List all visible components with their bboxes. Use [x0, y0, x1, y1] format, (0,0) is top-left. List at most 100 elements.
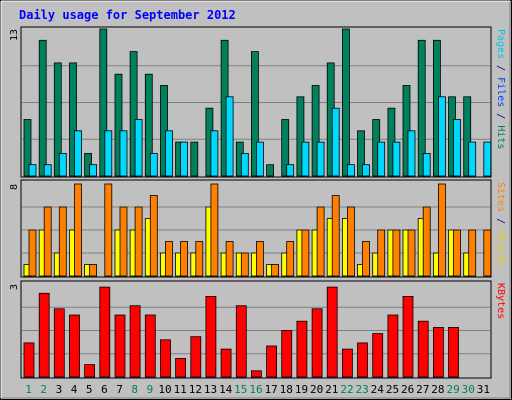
- x-tick-label-day-19: 19: [295, 383, 308, 396]
- bar-kbytes-day-15: [235, 305, 247, 378]
- bar-sites-day-9: [149, 195, 158, 277]
- x-tick-label-day-15: 15: [234, 383, 247, 396]
- bar-pages-day-30: [468, 141, 477, 177]
- bar-kbytes-day-4: [69, 314, 80, 378]
- x-tick-label-day-7: 7: [116, 383, 123, 396]
- bar-sites-day-26: [407, 229, 416, 277]
- side-legend-part: Pages: [495, 29, 506, 59]
- bar-hits-day-19: [296, 96, 305, 177]
- bar-pages-day-20: [316, 141, 325, 177]
- x-axis-labels: 1 2 3 4 5 6 7 8 9 10 11 12 13 14 15 16 17 18 19 20 21 22 23 24 2…: [25, 383, 490, 396]
- bar-pages-day-7: [119, 130, 128, 177]
- bar-kbytes-day-23: [357, 342, 368, 378]
- bar-kbytes-day-26: [402, 295, 414, 378]
- bar-sites-day-23: [362, 241, 370, 277]
- x-tick-label-day-13: 13: [204, 383, 217, 396]
- bar-hits-day-2: [38, 39, 47, 177]
- bar-sites-day-14: [225, 241, 234, 277]
- side-legend-part: /: [495, 107, 506, 125]
- x-tick-label-day-30: 30: [462, 383, 475, 396]
- bar-pages-day-4: [74, 130, 82, 177]
- bar-pages-day-24: [377, 141, 386, 177]
- bar-kbytes-day-3: [53, 308, 65, 378]
- x-tick-label-day-28: 28: [431, 383, 444, 396]
- bar-kbytes-day-6: [99, 286, 111, 378]
- y-max-label: 3: [9, 284, 20, 290]
- bar-pages-day-10: [165, 130, 173, 177]
- bar-sites-day-24: [377, 229, 386, 277]
- bar-sites-day-10: [165, 241, 173, 277]
- bar-sites-day-11: [180, 241, 189, 277]
- bar-kbytes-day-11: [175, 357, 187, 378]
- bar-hits-day-4: [69, 62, 77, 177]
- panel-pages-files-hits: 13 Pages / Files / Hits: [9, 26, 506, 178]
- bar-sites-day-15: [240, 252, 249, 277]
- bar-kbytes-day-2: [38, 292, 50, 378]
- bar-pages-day-13: [210, 130, 219, 177]
- bar-kbytes-day-29: [448, 326, 459, 378]
- x-tick-label-day-31: 31: [477, 383, 490, 396]
- bar-sites-day-21: [331, 195, 340, 277]
- bar-sites-day-16: [255, 241, 264, 277]
- side-legend-label: Pages / Files / Hits: [495, 29, 506, 149]
- bar-pages-day-18: [286, 164, 295, 177]
- bar-kbytes-day-5: [84, 364, 95, 378]
- bar-pages-day-5: [89, 164, 97, 177]
- bar-kbytes-day-25: [387, 314, 399, 378]
- bar-sites-day-30: [468, 229, 477, 277]
- bar-pages-day-1: [28, 164, 37, 177]
- bar-kbytes-day-19: [296, 320, 308, 378]
- bar-sites-day-27: [422, 206, 431, 277]
- x-tick-label-day-8: 8: [131, 383, 138, 396]
- bar-sites-day-8: [134, 206, 143, 277]
- x-tick-label-day-10: 10: [158, 383, 171, 396]
- side-legend-part: KBytes: [495, 283, 506, 319]
- x-tick-label-day-9: 9: [147, 383, 154, 396]
- bar-sites-day-3: [58, 206, 67, 277]
- bar-sites-day-1: [28, 229, 37, 277]
- x-tick-label-day-29: 29: [446, 383, 459, 396]
- bar-pages-day-29: [453, 119, 461, 177]
- x-tick-label-day-27: 27: [416, 383, 429, 396]
- bar-pages-day-27: [422, 152, 431, 177]
- bar-hits-day-3: [53, 62, 62, 177]
- panel-sites-visits: 8 Sites / Visits: [9, 179, 506, 278]
- bar-sites-day-2: [43, 206, 52, 277]
- bar-pages-day-19: [301, 141, 310, 177]
- x-tick-label-day-23: 23: [355, 383, 368, 396]
- bar-pages-day-3: [58, 152, 67, 177]
- x-tick-label-day-22: 22: [340, 383, 353, 396]
- x-tick-label-day-16: 16: [249, 383, 262, 396]
- bar-sites-day-25: [392, 229, 401, 277]
- x-tick-label-day-1: 1: [25, 383, 32, 396]
- side-legend-part: /: [495, 212, 506, 230]
- bar-kbytes-day-28: [432, 326, 444, 378]
- bar-kbytes-day-17: [266, 345, 278, 378]
- bar-pages-day-16: [255, 141, 264, 177]
- bar-pages-day-6: [104, 130, 113, 177]
- bar-sites-day-20: [316, 206, 325, 277]
- bar-hits-day-7: [114, 73, 123, 177]
- side-legend-label: KBytes: [495, 283, 506, 319]
- bar-sites-day-19: [301, 229, 310, 277]
- bar-hits-day-16: [250, 51, 259, 177]
- bar-kbytes-day-18: [281, 330, 293, 378]
- bar-kbytes-day-12: [190, 336, 202, 378]
- x-tick-label-day-20: 20: [310, 383, 323, 396]
- bar-hits-day-23: [357, 130, 365, 177]
- side-legend-part: Visits: [495, 230, 506, 266]
- side-legend-label: Sites / Visits: [495, 182, 506, 266]
- x-tick-label-day-5: 5: [86, 383, 93, 396]
- x-tick-label-day-3: 3: [56, 383, 63, 396]
- bar-pages-day-9: [149, 152, 158, 177]
- bar-sites-day-29: [453, 229, 461, 277]
- x-tick-label-day-4: 4: [71, 383, 78, 396]
- bar-kbytes-day-21: [326, 286, 338, 378]
- bar-kbytes-day-9: [144, 314, 156, 378]
- x-tick-label-day-21: 21: [325, 383, 338, 396]
- bar-pages-day-21: [331, 107, 340, 177]
- bar-sites-day-17: [271, 264, 280, 277]
- bar-sites-day-28: [437, 183, 446, 277]
- x-tick-label-day-12: 12: [189, 383, 202, 396]
- bar-kbytes-day-16: [250, 370, 262, 378]
